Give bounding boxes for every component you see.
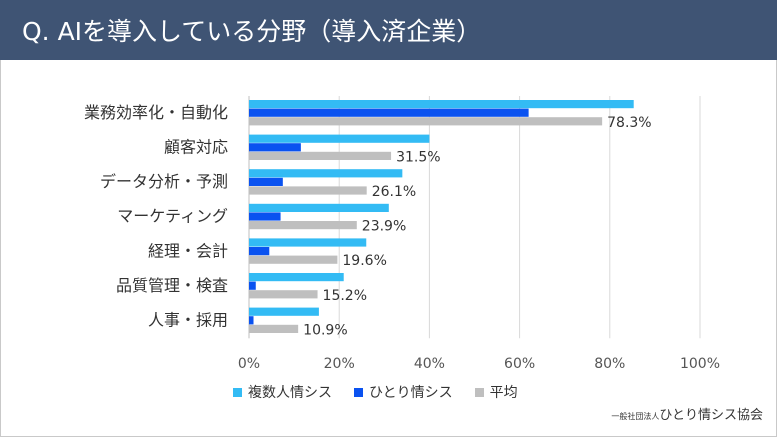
bar: [249, 281, 256, 290]
bar: [249, 100, 634, 109]
bar: [249, 151, 392, 160]
x-tick-label: 100%: [680, 356, 720, 372]
data-label: 15.2%: [323, 288, 367, 304]
bar: [249, 247, 270, 256]
data-label: 19.6%: [342, 253, 386, 269]
bar: [249, 108, 529, 117]
data-label: 23.9%: [362, 219, 406, 235]
x-tick-label: 0%: [238, 356, 260, 372]
bar: [249, 212, 281, 221]
x-tick-label: 40%: [414, 356, 445, 372]
data-label: 78.3%: [607, 115, 651, 131]
organization-credit: 一般社団法人ひとり情シス協会: [611, 404, 763, 423]
bar: [249, 186, 367, 195]
bar: [249, 273, 344, 282]
bar: [249, 169, 403, 178]
x-tick-label: 60%: [504, 356, 535, 372]
bar: [249, 255, 338, 264]
data-label: 26.1%: [372, 184, 416, 200]
page-title: Q. AIを導入している分野（導入済企業）: [22, 17, 482, 46]
bar: [249, 290, 318, 299]
category-label: 顧客対応: [164, 138, 228, 157]
category-label: マーケティング: [117, 207, 228, 226]
bar: [249, 117, 603, 126]
x-tick-label: 80%: [594, 356, 625, 372]
bar: [249, 177, 283, 186]
bar: [249, 307, 319, 316]
bar: [249, 203, 389, 212]
category-label: 品質管理・検査: [116, 276, 228, 295]
bar: [249, 324, 299, 333]
x-tick-label: 20%: [324, 356, 355, 372]
category-label: 業務効率化・自動化: [84, 103, 228, 122]
data-label: 10.9%: [303, 322, 347, 338]
bar: [249, 316, 254, 325]
org-prefix: 一般社団法人: [611, 412, 660, 421]
bar: [249, 238, 367, 247]
bar: [249, 143, 301, 152]
data-label: 31.5%: [396, 149, 440, 165]
legend: 複数人情シス ひとり情シス 平均: [233, 382, 518, 402]
title-bar: Q. AIを導入している分野（導入済企業）: [0, 0, 777, 60]
legend-item-solo: ひとり情シス: [354, 382, 453, 402]
legend-item-multi: 複数人情シス: [233, 382, 332, 402]
bar: [249, 134, 430, 143]
bar: [249, 221, 357, 230]
category-label: 経理・会計: [148, 241, 228, 260]
category-label: 人事・採用: [148, 311, 228, 330]
legend-label-multi: 複数人情シス: [248, 385, 332, 401]
org-name: ひとり情シス協会: [659, 408, 763, 423]
legend-label-solo: ひとり情シス: [369, 385, 453, 401]
legend-label-avg: 平均: [489, 385, 518, 401]
legend-item-avg: 平均: [474, 382, 518, 402]
category-label: データ分析・予測: [100, 172, 228, 191]
legend-swatch-solo: [354, 387, 363, 397]
legend-swatch-multi: [233, 387, 242, 397]
legend-swatch-avg: [474, 387, 484, 397]
